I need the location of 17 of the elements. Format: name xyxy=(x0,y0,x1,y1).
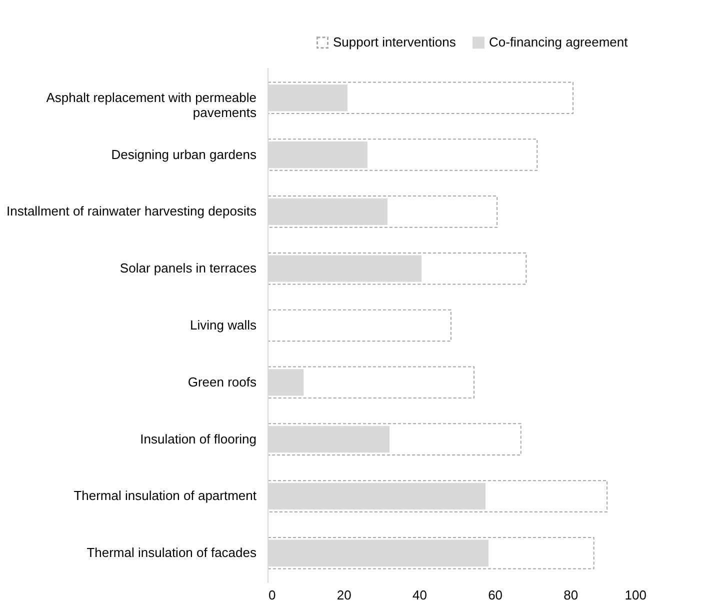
x-tick-label: 20 xyxy=(336,588,352,602)
y-tick-label: Designing urban gardens xyxy=(111,146,257,162)
legend-label: Co-financing agreement xyxy=(489,34,628,50)
x-tick-label: 100 xyxy=(624,588,646,602)
x-tick-label: 60 xyxy=(488,588,503,602)
y-tick-label: Installment of rainwater harvesting deposits xyxy=(6,204,257,219)
y-tick-label: Thermal insulation of apartment xyxy=(74,488,257,504)
y-tick-label: Living walls xyxy=(190,318,257,332)
x-tick-label: 0 xyxy=(268,588,276,602)
y-tick-label: Solar panels in terraces xyxy=(120,260,257,276)
y-tick-label: Thermal insulation of facades xyxy=(86,545,257,560)
y-tick-label: Insulation of flooring xyxy=(140,431,256,446)
y-tick-label: Green roofs xyxy=(188,374,257,390)
legend-label: Support interventions xyxy=(333,34,456,50)
x-tick-label: 40 xyxy=(412,588,427,602)
y-tick-label: Asphalt replacement with permeable pavements xyxy=(46,90,257,120)
x-tick-label: 80 xyxy=(564,588,578,602)
